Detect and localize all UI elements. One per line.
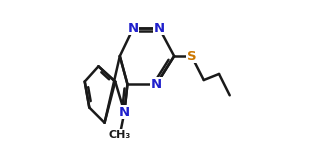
Text: N: N — [128, 22, 139, 35]
Text: S: S — [187, 50, 197, 63]
Text: N: N — [151, 78, 162, 91]
Text: N: N — [154, 22, 165, 35]
Text: CH₃: CH₃ — [109, 130, 131, 140]
Text: N: N — [119, 106, 130, 119]
